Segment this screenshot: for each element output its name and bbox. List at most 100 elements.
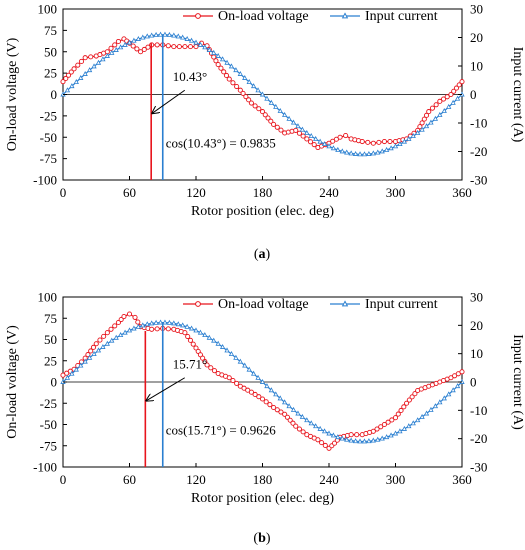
panel-a-current-point	[454, 95, 461, 101]
panel-b-current-point	[122, 329, 128, 335]
panel-b-current-point	[361, 438, 368, 444]
panel-a-angle-arrow	[152, 89, 186, 113]
panel-a-voltage-point	[426, 109, 432, 115]
panel-b-current-point	[117, 332, 124, 338]
panel-b-y-right-tick-label: 20	[470, 318, 483, 333]
panel-b-x-tick-label: 120	[186, 472, 206, 487]
panel-a-voltage-point	[330, 138, 336, 144]
panel-a-voltage-point	[248, 100, 254, 106]
panel-b-voltage-point	[182, 330, 188, 336]
panel-b-y-tick-label: 25	[44, 353, 57, 368]
panel-b-x-tick-label: 0	[60, 472, 67, 487]
panel-a-y-right-tick-label: 30	[470, 2, 483, 17]
panel-a-current-point	[415, 129, 421, 135]
panel-a-label: (a)	[254, 247, 271, 262]
panel-b-voltage-point	[97, 337, 103, 343]
panel-a-current-point	[91, 63, 97, 69]
panel-a-x-tick-label: 240	[319, 185, 339, 200]
panel-a-voltage-point	[182, 44, 188, 50]
panel-a-voltage-point	[115, 38, 121, 45]
panel-a-x-tick-label: 180	[253, 185, 273, 200]
panel-a-voltage-point	[343, 132, 349, 139]
panel-b-y-right-tick-label: -30	[470, 460, 487, 475]
panel-a-current-point	[348, 150, 354, 156]
panel-a-x-tick-label: 360	[452, 185, 472, 200]
panel-b-y-right-tick-label: 30	[470, 290, 483, 305]
panel-a-voltage-point	[240, 90, 246, 96]
panel-b-voltage-point	[149, 326, 155, 332]
panel-a-current-point	[370, 150, 376, 156]
panel-b-current-point	[255, 374, 261, 380]
panel-a-voltage-point	[252, 103, 258, 109]
panel-b-legend-current-label: Input current	[365, 297, 438, 312]
panel-a-x-tick-label: 60	[123, 185, 136, 200]
panel-a-current-point	[255, 87, 261, 93]
panel-a-legend-voltage-marker	[195, 13, 201, 19]
panel-b-voltage-point	[165, 326, 171, 332]
panel-b-voltage-point	[88, 348, 94, 354]
panel-a-y-right-tick-label: 0	[470, 87, 477, 102]
panel-a-voltage-point	[108, 45, 114, 51]
panel-b-current-point	[392, 430, 399, 436]
panel-a-voltage-point	[376, 139, 382, 145]
panel-b-voltage-point	[381, 421, 387, 428]
panel-a-current-point	[69, 83, 75, 89]
panel-a-x-tick-label: 120	[186, 185, 206, 200]
panel-b-current-point	[224, 347, 230, 353]
panel-b-y-axis-title: On-load voltage (V)	[5, 325, 20, 439]
panel-a-voltage-point	[187, 44, 194, 50]
panel-a-voltage-point	[300, 133, 306, 139]
panel-b-angle-label: 15.71°	[173, 356, 207, 371]
panel-a-current-point	[423, 123, 430, 129]
panel-b-voltage-point	[64, 370, 70, 376]
panel-b-legend-voltage-marker	[195, 301, 201, 307]
panel-a-current-point	[295, 123, 301, 129]
panel-b-voltage-point	[108, 326, 114, 332]
panel-b-voltage-point	[226, 375, 232, 381]
panel-a-current-point	[184, 35, 190, 41]
panel-b-current-point	[91, 351, 97, 357]
panel-a-x-tick-label: 300	[386, 185, 406, 200]
panel-b-current-point	[352, 438, 359, 444]
panel-b-current-point	[264, 383, 270, 389]
panel-a-voltage-point	[456, 82, 462, 88]
panel-b-voltage-point	[263, 399, 269, 405]
panel-a-legend-current-marker	[341, 12, 349, 19]
panel-b-current-point	[344, 436, 350, 442]
panel-a-current-point	[131, 37, 137, 43]
panel-a-current-point	[206, 46, 212, 52]
panel-b-voltage-point	[374, 426, 380, 432]
panel-b-current-point	[273, 391, 279, 397]
panel-a-current-point	[273, 103, 279, 109]
panel-a-current-point	[308, 133, 314, 139]
panel-b-voltage-point	[278, 409, 284, 415]
panel-a-y-tick-label: -25	[40, 108, 57, 123]
panel-b-voltage-point	[385, 419, 391, 425]
panel-a-voltage-point	[268, 118, 274, 124]
panel-b-current-point	[153, 319, 159, 325]
panel-a-legend: On-load voltage Input current	[183, 9, 438, 24]
panel-b-voltage-point	[319, 440, 325, 446]
panel-b-voltage-point	[112, 323, 118, 329]
panel-b-current-point	[86, 354, 93, 360]
panel-a-voltage-point	[359, 138, 365, 145]
panel-a-current-point	[410, 133, 416, 139]
panel-a-voltage-point	[451, 88, 457, 94]
panel-a-voltage-point	[243, 94, 249, 100]
panel-b-current-point	[446, 391, 452, 397]
panel-a-current-point	[100, 56, 106, 62]
panel-b-current-point	[321, 428, 328, 434]
panel-a-y-tick-label: 75	[44, 23, 57, 38]
panel-b-current-point	[109, 337, 115, 343]
panel-b-current-point	[432, 403, 439, 409]
panel-b-voltage-point	[300, 429, 306, 435]
panel-a-current-point	[109, 49, 115, 55]
panel-b-voltage-point	[459, 369, 465, 375]
panel-a-voltage-point	[218, 65, 224, 71]
panel-a-voltage-point	[337, 134, 343, 140]
panel-a-current-point	[397, 141, 403, 147]
panel-a-voltage-point	[112, 42, 118, 48]
panel-b-current-point	[335, 434, 341, 440]
panel-b-current-point	[308, 420, 314, 426]
